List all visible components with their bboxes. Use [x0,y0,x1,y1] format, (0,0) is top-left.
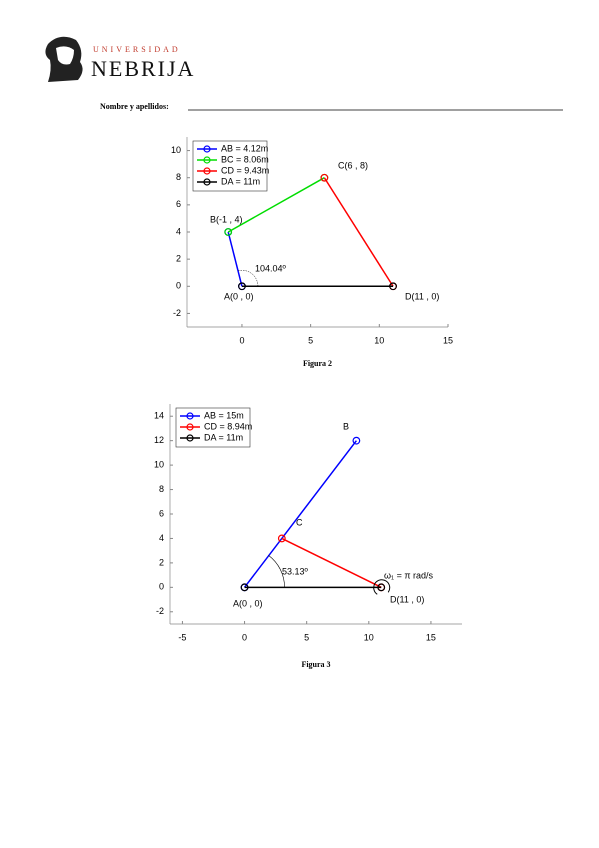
legend-label: AB = 15m [204,410,244,420]
annotation: ω₁ = π rad/s [384,570,434,580]
legend-marker [203,145,211,153]
annotation: A(0 , 0) [233,598,263,608]
legend-marker [203,156,211,164]
legend-marker [186,423,194,431]
logo-top: UNIVERSIDAD [93,45,181,54]
annotation: 104.04º [255,263,287,273]
annotation: B [343,421,349,431]
legend-marker [203,167,211,175]
y-tick-label: 14 [154,411,164,421]
y-tick-label: 8 [159,484,164,494]
logo-face [56,46,74,65]
vertex-marker [377,583,386,592]
series-line [323,177,394,287]
y-tick-label: 6 [176,199,181,209]
legend-label: DA = 11m [204,432,243,442]
rotation-arrow [373,579,391,595]
y-tick-label: 4 [159,533,164,543]
y-tick-label: 10 [171,145,181,155]
y-tick-label: 10 [154,459,164,469]
legend-marker [186,412,194,420]
series-line [281,537,382,589]
angle-arc [237,270,259,287]
legend-label: CD = 8.94m [204,421,252,431]
figure-caption: Figura 3 [301,660,330,669]
x-tick-label: 5 [308,335,313,345]
y-tick-label: 0 [159,582,164,592]
annotation: B(-1 , 4) [210,214,243,224]
y-tick-label: 12 [154,435,164,445]
annotation: D(11 , 0) [405,291,439,301]
x-tick-label: 5 [304,632,309,642]
x-tick-label: 0 [242,632,247,642]
y-tick-label: -2 [156,606,164,616]
vertex-marker [352,436,361,445]
series-line [227,231,243,287]
y-tick-label: 0 [176,281,181,291]
annotation: C [296,517,303,527]
annotation: D(11 , 0) [390,594,424,604]
legend-marker [203,178,211,186]
legend-label: DA = 11m [221,176,260,186]
legend-label: CD = 9.43m [221,165,269,175]
x-tick-label: 10 [364,632,374,642]
vertex-marker [389,282,397,291]
x-tick-label: 15 [443,335,453,345]
legend-label: AB = 4.12m [221,143,268,153]
y-tick-label: 8 [176,172,181,182]
y-tick-label: 2 [176,254,181,264]
vertex-marker [224,228,233,236]
legend-label: BC = 8.06m [221,154,269,164]
series-line [227,177,325,233]
figure-caption: Figura 2 [303,359,332,368]
vertex-marker [238,282,246,291]
y-tick-label: 2 [159,557,164,567]
x-tick-label: 10 [374,335,384,345]
vertex-marker [240,583,249,592]
annotation: 53.13º [282,566,309,576]
legend-marker [186,434,194,442]
annotation: C(6 , 8) [338,160,368,170]
logo-name: NEBRIJA [91,56,195,81]
y-tick-label: 4 [176,226,181,236]
x-tick-label: 15 [426,632,436,642]
vertex-marker [277,534,286,543]
y-tick-label: -2 [173,308,181,318]
y-tick-label: 6 [159,508,164,518]
x-tick-label: 0 [239,335,244,345]
x-tick-label: -5 [178,632,186,642]
vertex-marker [320,173,329,182]
logo: UNIVERSIDAD NEBRIJA [45,36,195,82]
series-line [243,440,357,588]
name-label: Nombre y apellidos: [100,102,169,111]
annotation: A(0 , 0) [224,291,254,301]
angle-arc [268,555,285,588]
